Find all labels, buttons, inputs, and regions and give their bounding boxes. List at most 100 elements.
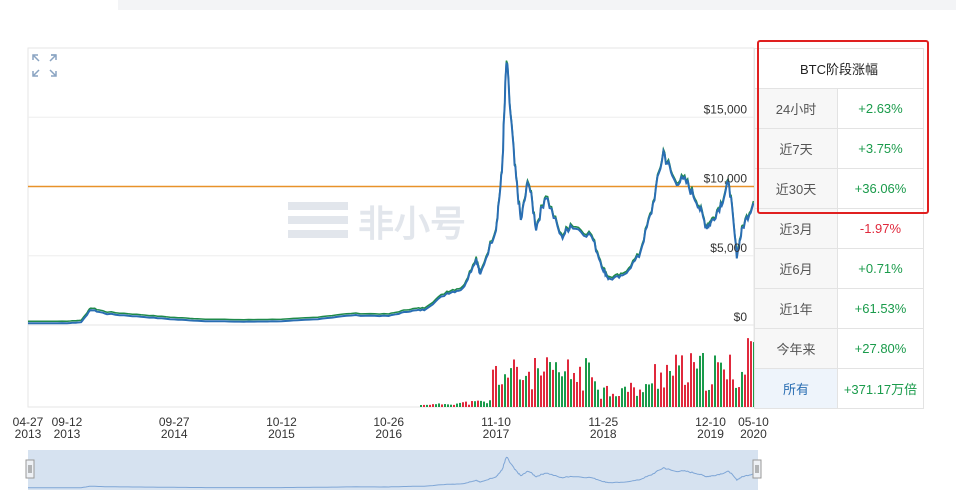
volume-bar	[666, 364, 668, 407]
volume-bar	[561, 376, 563, 407]
fullscreen-icon[interactable]	[32, 54, 57, 77]
x-tick-label: 12-10	[695, 415, 726, 429]
volume-bar	[675, 354, 677, 407]
volume-bar	[483, 401, 485, 407]
volume-bar	[696, 368, 698, 407]
volume-bar	[594, 381, 596, 407]
volume-bar	[735, 387, 737, 407]
stats-label: 今年来	[754, 328, 838, 369]
stats-row: 近7天 +3.75%	[754, 128, 924, 169]
volume-bar	[519, 379, 521, 407]
volume-bar	[504, 374, 506, 407]
stats-label: 近30天	[754, 168, 838, 209]
stats-value: +0.71%	[837, 248, 924, 289]
volume-bar	[639, 389, 641, 407]
y-tick-label: $15,000	[704, 102, 748, 116]
navigator-line	[28, 456, 754, 489]
volume-bar	[537, 368, 539, 407]
volume-bar	[681, 355, 683, 407]
watermark-text: 非小号	[358, 204, 466, 245]
volume-bar	[447, 404, 449, 407]
x-tick-year: 2020	[740, 427, 767, 441]
volume-bar	[678, 365, 680, 407]
x-tick-label: 04-27	[13, 415, 44, 429]
volume-bar	[732, 379, 734, 407]
volume-bar	[693, 362, 695, 407]
volume-bar	[684, 384, 686, 407]
stats-value: +36.06%	[837, 168, 924, 209]
stats-row: 近6月 +0.71%	[754, 248, 924, 289]
volume-bar	[654, 364, 656, 407]
top-tab-bar	[118, 0, 956, 10]
volume-bar	[672, 375, 674, 407]
volume-bar	[627, 391, 629, 407]
x-tick-year: 2017	[483, 427, 510, 441]
volume-bar	[423, 404, 425, 407]
volume-bar	[744, 374, 746, 407]
volume-bar	[645, 384, 647, 407]
range-navigator[interactable]	[28, 450, 758, 490]
volume-bar	[660, 372, 662, 407]
volume-bar	[522, 380, 524, 407]
x-tick-year: 2019	[697, 427, 724, 441]
y-tick-label: $5,000	[710, 241, 747, 255]
stats-row[interactable]: 所有 +371.17万倍	[754, 368, 924, 409]
volume-bar	[633, 387, 635, 407]
volume-bar	[705, 390, 707, 407]
volume-bar	[717, 362, 719, 407]
stats-label: 24小时	[754, 88, 838, 129]
x-tick-label: 11-10	[481, 415, 511, 429]
volume-bar	[558, 372, 560, 407]
navigator-left-handle[interactable]	[25, 459, 35, 479]
volume-bar	[750, 341, 752, 407]
x-axis-ticks: 04-27201309-12201309-27201410-12201510-2…	[13, 415, 769, 441]
stats-value: -1.97%	[837, 208, 924, 249]
volume-bar	[711, 384, 713, 407]
price-line	[28, 62, 755, 325]
volume-bar	[642, 392, 644, 407]
x-tick-label: 10-26	[373, 415, 404, 429]
volume-bar	[480, 400, 482, 407]
volume-bar	[576, 381, 578, 407]
volume-bar	[438, 403, 440, 407]
volume-bar	[498, 384, 500, 407]
volume-bar	[687, 382, 689, 407]
x-tick-label: 05-10	[738, 415, 769, 429]
volume-bar	[543, 371, 545, 407]
volume-bar	[429, 404, 431, 407]
volume-bar	[432, 404, 434, 407]
volume-bar	[612, 393, 614, 407]
stats-label: 近3月	[754, 208, 838, 249]
volume-bar	[501, 384, 503, 407]
volume-bar	[468, 404, 470, 407]
volume-bar	[726, 379, 728, 407]
volume-bar	[525, 375, 527, 407]
x-tick-year: 2016	[375, 427, 402, 441]
volume-bar	[663, 387, 665, 407]
watermark: 非小号	[288, 202, 466, 245]
volume-bar	[426, 404, 428, 407]
volume-bar	[465, 401, 467, 407]
volume-bar	[651, 383, 653, 407]
stats-table: BTC阶段涨幅 24小时 +2.63% 近7天 +3.75% 近30天 +36.06% 近3…	[754, 48, 924, 409]
volume-bar	[528, 371, 530, 407]
navigator-right-handle[interactable]	[752, 459, 762, 479]
volume-bar	[618, 396, 620, 407]
volume-bar	[549, 362, 551, 407]
volume-bar	[702, 353, 704, 407]
volume-bar	[723, 369, 725, 407]
volume-bar	[585, 358, 587, 407]
x-tick-year: 2014	[161, 427, 188, 441]
x-tick-year: 2013	[15, 427, 42, 441]
x-tick-label: 09-12	[52, 415, 83, 429]
volume-bar	[582, 390, 584, 407]
volume-bar	[534, 358, 536, 407]
volume-bar	[720, 362, 722, 407]
volume-bar	[588, 362, 590, 407]
volume-bar	[567, 359, 569, 407]
stats-label: 近7天	[754, 128, 838, 169]
volume-bar	[606, 385, 608, 407]
volume-bar	[471, 401, 473, 407]
volume-bar	[603, 387, 605, 407]
